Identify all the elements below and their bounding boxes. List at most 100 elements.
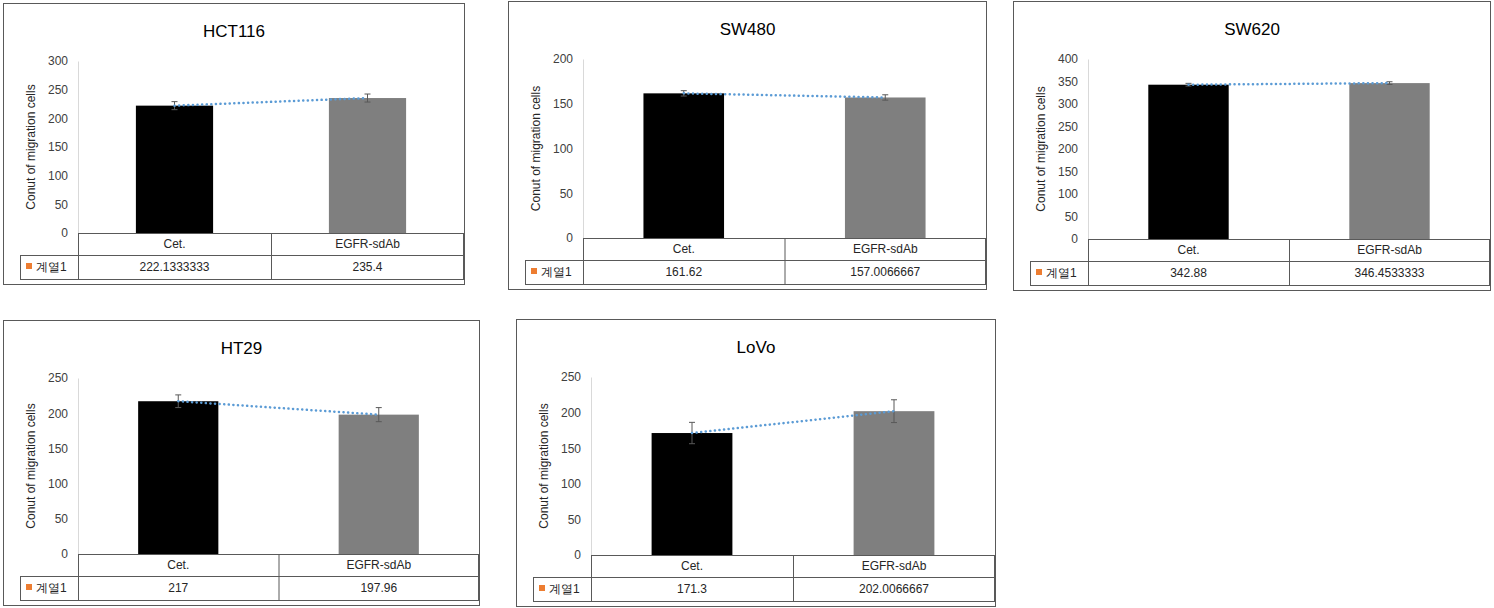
bar — [643, 93, 724, 238]
bar — [1148, 85, 1228, 239]
y-tick: 50 — [560, 187, 583, 201]
data-table: Cet.161.62EGFR-sdAb157.0066667계열1 — [525, 238, 986, 285]
table-rule — [583, 238, 584, 284]
y-tick: 100 — [48, 477, 78, 491]
error-bar-cap — [1387, 84, 1393, 85]
y-tick-label: 50 — [1065, 210, 1079, 224]
y-axis: 050100150200250 — [561, 370, 592, 562]
y-tick: 150 — [553, 97, 583, 111]
y-tick: 0 — [61, 226, 78, 240]
plot-area — [1148, 82, 1429, 239]
y-tick-label: 100 — [48, 169, 68, 183]
y-tick: 0 — [574, 548, 591, 562]
legend-marker — [26, 263, 32, 269]
y-tick: 100 — [553, 142, 583, 156]
y-tick: 200 — [553, 52, 583, 66]
table-value: 157.0066667 — [850, 265, 920, 279]
y-axis-line — [78, 62, 79, 234]
legend-label: 계열1 — [36, 581, 67, 595]
chart-title: HCT116 — [203, 22, 265, 41]
error-bar-cap — [681, 90, 687, 91]
y-tick: 100 — [1058, 187, 1088, 201]
y-tick-label: 250 — [48, 83, 68, 97]
chart-panel: HCT116 Conut of migration cells 0 50 100 150 2… — [4, 4, 465, 285]
trend-line — [175, 98, 368, 106]
bar — [329, 98, 406, 233]
chart-frame — [4, 4, 465, 285]
y-tick: 50 — [55, 512, 78, 526]
table-rule — [20, 279, 464, 280]
plot-area — [643, 91, 925, 238]
y-tick-label: 0 — [1071, 232, 1078, 246]
y-axis-title: Conut of migration cells — [529, 86, 543, 211]
bar — [652, 433, 733, 555]
table-rule — [20, 255, 21, 279]
plot-area — [136, 94, 406, 233]
legend-marker — [1036, 269, 1042, 275]
table-rule — [525, 260, 526, 284]
bar — [845, 97, 926, 238]
y-axis-title: Conut of migration cells — [1034, 86, 1048, 211]
x-tick-label: Cet. — [673, 242, 695, 256]
y-tick: 150 — [48, 140, 78, 154]
y-axis-title: Conut of migration cells — [24, 84, 38, 209]
chart-frame — [1014, 2, 1491, 291]
y-tick: 150 — [1058, 165, 1088, 179]
data-table: Cet.222.1333333EGFR-sdAb235.4계열1 — [20, 233, 464, 280]
error-bar-cap — [376, 421, 382, 422]
y-tick-label: 100 — [1058, 187, 1078, 201]
error-bar-cap — [891, 399, 897, 400]
table-rule — [994, 555, 995, 601]
y-axis: 050100150200250300350400 — [1058, 52, 1089, 246]
bar — [138, 401, 218, 554]
error-bar — [365, 94, 371, 102]
y-tick-label: 50 — [568, 513, 582, 527]
y-tick-label: 200 — [48, 112, 68, 126]
y-tick: 350 — [1058, 75, 1088, 89]
table-value: 217 — [168, 581, 188, 595]
y-tick: 50 — [55, 198, 78, 212]
error-bar-cap — [376, 407, 382, 408]
table-rule — [533, 577, 995, 578]
table-rule — [20, 576, 479, 577]
y-tick: 200 — [561, 406, 591, 420]
y-tick: 200 — [48, 407, 78, 421]
y-tick-label: 50 — [55, 198, 69, 212]
y-axis-line — [591, 378, 592, 556]
legend-marker — [531, 268, 537, 274]
y-axis-title: Conut of migration cells — [24, 403, 38, 528]
trend-line — [178, 401, 379, 414]
y-axis: 050100150200250 — [48, 371, 79, 561]
y-tick-label: 0 — [61, 226, 68, 240]
y-tick-label: 100 — [561, 477, 581, 491]
bar — [854, 411, 935, 555]
table-rule — [525, 284, 986, 285]
data-table: Cet.217EGFR-sdAb197.96계열1 — [20, 554, 479, 601]
y-tick: 250 — [561, 370, 591, 384]
y-tick-label: 250 — [48, 371, 68, 385]
bar — [136, 106, 213, 233]
error-bar-cap — [891, 422, 897, 423]
y-axis-title: Conut of migration cells — [537, 403, 551, 528]
chart-title: HT29 — [221, 339, 263, 358]
table-rule — [591, 555, 592, 601]
chart-frame — [517, 320, 996, 607]
chart-title: SW620 — [1224, 20, 1280, 39]
y-tick: 50 — [568, 513, 591, 527]
table-rule — [1030, 261, 1031, 285]
y-axis-line — [78, 379, 79, 555]
y-tick: 50 — [1065, 210, 1088, 224]
y-tick-label: 200 — [48, 407, 68, 421]
chart-panel: HT29Conut of migration cells050100150200… — [4, 321, 480, 606]
chart-panel: SW480Conut of migration cells05010015020… — [509, 2, 987, 290]
y-tick-label: 50 — [560, 187, 574, 201]
error-bar-cap — [689, 422, 695, 423]
y-tick-label: 300 — [1058, 97, 1078, 111]
y-tick-label: 0 — [61, 547, 68, 561]
table-rule — [785, 238, 786, 284]
error-bar-cap — [365, 94, 371, 95]
error-bar-cap — [1387, 81, 1393, 82]
legend-marker — [26, 584, 32, 590]
table-rule — [463, 233, 464, 279]
x-tick-label: EGFR-sdAb — [1357, 243, 1422, 257]
